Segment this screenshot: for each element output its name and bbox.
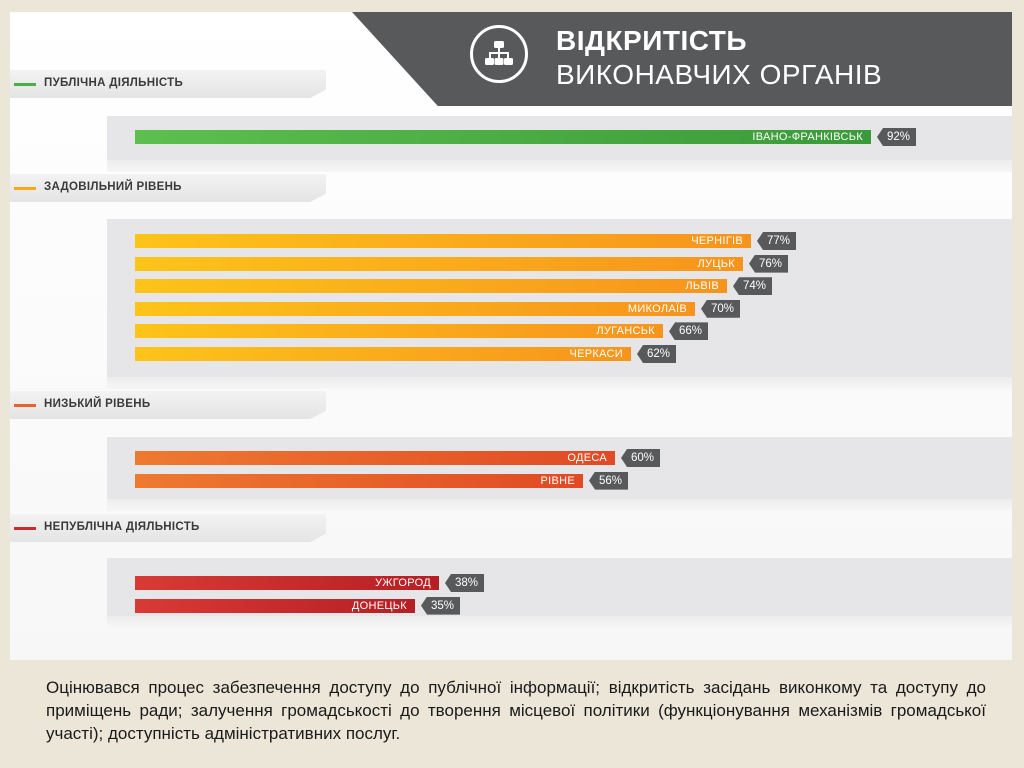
bar-city-label: РІВНЕ (540, 474, 575, 487)
header-banner (352, 12, 1012, 106)
value-label: 60% (621, 449, 661, 467)
category-label: ЗАДОВІЛЬНИЙ РІВЕНЬ (44, 181, 182, 193)
value-label: 70% (701, 299, 741, 318)
category-color-marker (14, 187, 36, 190)
bar-city-label: ДОНЕЦЬК (351, 599, 407, 612)
bar-1-3: МИКОЛАЇВ (135, 301, 695, 316)
value-label: 77% (757, 232, 797, 250)
group-shadow (107, 377, 1012, 389)
category-color-marker (14, 83, 36, 86)
category-header-1: ЗАДОВІЛЬНИЙ РІВЕНЬ (10, 174, 326, 202)
bar-city-label: ЧЕРКАСИ (569, 348, 623, 360)
group-shadow (107, 160, 1012, 172)
value-label: 74% (733, 277, 773, 296)
bar-city-label: ЧЕРНІГІВ (691, 235, 743, 247)
category-label: ПУБЛІЧНА ДІЯЛЬНІСТЬ (44, 77, 184, 89)
bar-city-label: ЛЬВІВ (685, 280, 719, 293)
category-header-0: ПУБЛІЧНА ДІЯЛЬНІСТЬ (10, 70, 326, 98)
bar-1-4: ЛУГАНСЬК (135, 324, 663, 339)
bar-1-0: ЧЕРНІГІВ (135, 234, 751, 248)
category-header-3: НЕПУБЛІЧНА ДІЯЛЬНІСТЬ (10, 514, 326, 542)
bar-city-label: ЛУГАНСЬК (596, 325, 655, 338)
header-title-line1: ВІДКРИТІСТЬ (556, 25, 747, 56)
category-label: НИЗЬКИЙ РІВЕНЬ (44, 398, 151, 410)
group-background (107, 437, 1012, 499)
value-label: 35% (421, 596, 461, 615)
header-title-line2: ВИКОНАВЧИХ ОРГАНІВ (556, 59, 883, 90)
value-label: 76% (749, 254, 789, 273)
bar-city-label: ІВАНО-ФРАНКІВСЬК (752, 131, 863, 143)
bar-2-1: РІВНЕ (135, 473, 583, 488)
value-label: 38% (445, 574, 485, 592)
value-label: 62% (637, 345, 677, 363)
value-label: 56% (589, 471, 629, 490)
bar-1-1: ЛУЦЬК (135, 256, 743, 271)
bar-0-0: ІВАНО-ФРАНКІВСЬК (135, 130, 871, 144)
category-color-marker (14, 527, 36, 530)
bar-city-label: УЖГОРОД (375, 577, 431, 589)
bar-1-2: ЛЬВІВ (135, 279, 727, 294)
bar-city-label: ОДЕСА (567, 452, 607, 464)
bar-3-1: ДОНЕЦЬК (135, 598, 415, 613)
value-label: 66% (669, 322, 709, 341)
org-structure-icon (470, 25, 528, 83)
category-color-marker (14, 404, 36, 407)
category-label: НЕПУБЛІЧНА ДІЯЛЬНІСТЬ (44, 521, 200, 533)
caption-text: Оцінювався процес забезпечення доступу д… (46, 678, 986, 743)
bar-3-0: УЖГОРОД (135, 576, 439, 590)
bar-city-label: ЛУЦЬК (697, 257, 735, 270)
group-shadow (107, 616, 1012, 628)
bar-city-label: МИКОЛАЇВ (627, 302, 687, 315)
bar-2-0: ОДЕСА (135, 451, 615, 465)
value-label: 92% (877, 128, 917, 146)
bar-1-5: ЧЕРКАСИ (135, 347, 631, 361)
group-shadow (107, 499, 1012, 511)
category-header-2: НИЗЬКИЙ РІВЕНЬ (10, 391, 326, 419)
